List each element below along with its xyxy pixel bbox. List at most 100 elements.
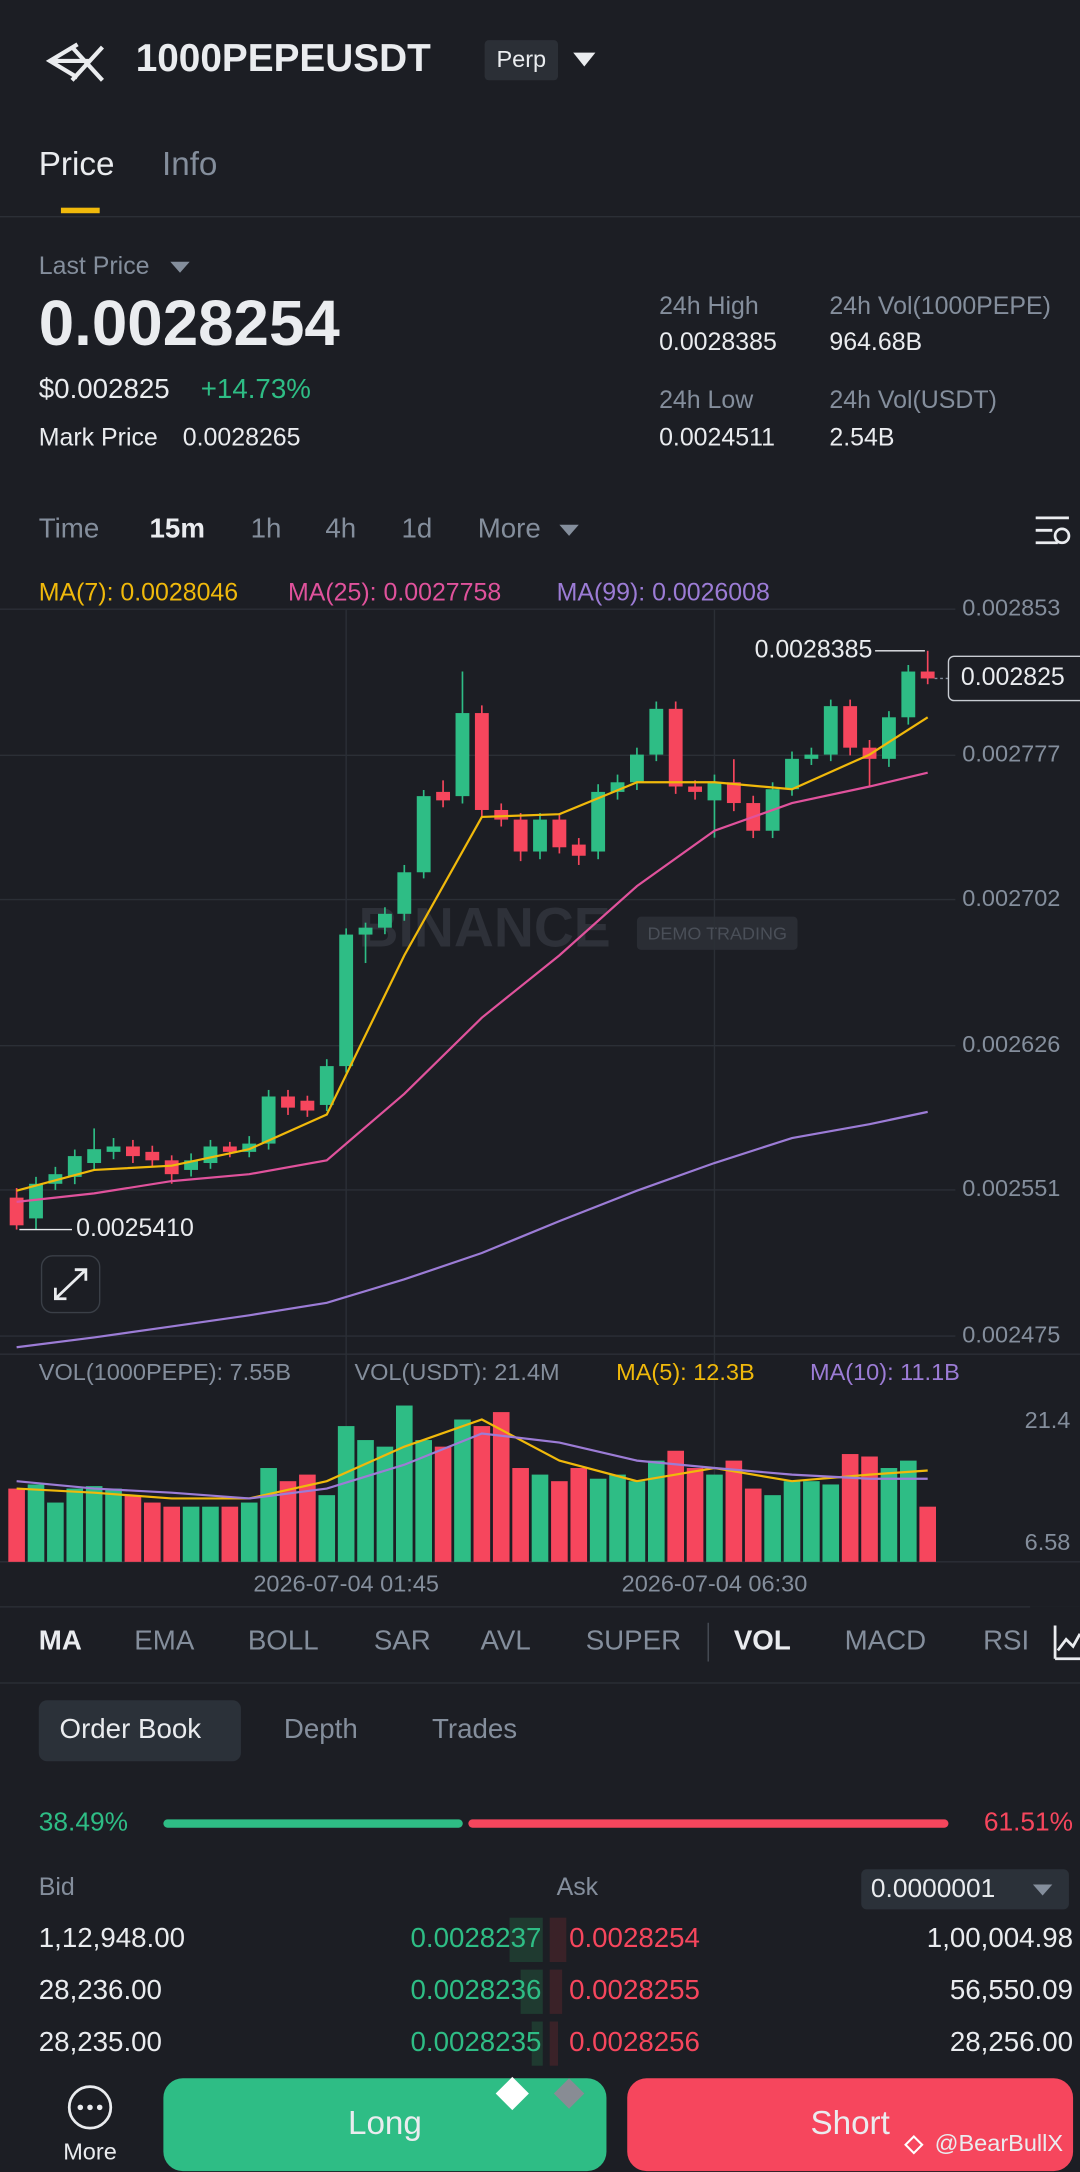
candle-body	[242, 1143, 257, 1152]
chart-settings[interactable]	[1035, 516, 1071, 545]
expand-icon	[54, 1268, 88, 1301]
volume-bar	[396, 1405, 413, 1562]
back-icon	[45, 42, 104, 82]
more-button[interactable]: More	[63, 2085, 117, 2165]
volume-ma-legend: MA(10): 11.1B	[810, 1359, 960, 1385]
last-price-label[interactable]: Last Price	[39, 252, 150, 280]
interval[interactable]: Time	[39, 513, 100, 544]
long-button[interactable]: Long	[163, 2078, 607, 2172]
candle-body	[920, 671, 935, 679]
bid-header: Bid	[39, 1873, 75, 1901]
candle-body	[9, 1197, 24, 1226]
more-icon	[77, 2104, 84, 2111]
candle-body	[707, 782, 722, 801]
ratio-bar	[163, 1819, 949, 1828]
volume-bar	[221, 1506, 239, 1562]
volume-bar	[337, 1426, 355, 1562]
x-tick-label: 2026-07-04 06:30	[622, 1571, 808, 1597]
watermark: DEMO TRADING	[647, 923, 787, 943]
dropdown-icon	[170, 261, 190, 273]
volume-bar	[725, 1460, 743, 1562]
candle-body	[164, 1160, 179, 1175]
bid-price: 0.0028237	[410, 1922, 541, 1953]
volume-tick-label: 6.58	[1025, 1529, 1071, 1555]
perp-badge: Perp	[496, 46, 546, 72]
back-button[interactable]	[45, 42, 104, 82]
candle-body	[823, 706, 838, 755]
volume-bar	[260, 1468, 277, 1562]
interval[interactable]: 15m	[150, 513, 205, 544]
volume-bar	[357, 1440, 374, 1562]
interval[interactable]: 1h	[251, 513, 282, 544]
candle-body	[145, 1151, 160, 1161]
candle-body	[881, 717, 896, 759]
drawing-icon[interactable]	[1053, 1625, 1080, 1661]
indicator-tab[interactable]: AVL	[480, 1624, 530, 1655]
divider	[0, 1682, 1080, 1684]
last-price: 0.0028254	[39, 288, 341, 359]
ask-header: Ask	[557, 1873, 599, 1901]
ask-quantity: 1,00,004.98	[927, 1922, 1073, 1953]
orderbook-tab[interactable]: Depth	[284, 1713, 358, 1744]
candle-body	[591, 791, 606, 852]
volume-bar	[144, 1502, 161, 1562]
volume-bar	[8, 1488, 25, 1562]
volume-bar	[609, 1474, 626, 1562]
ma-legend: MA(7): 0.0028046	[39, 579, 238, 607]
y-tick-label: 0.002702	[962, 885, 1060, 911]
indicator-tab[interactable]: RSI	[983, 1624, 1029, 1655]
short-button[interactable]: Short	[627, 2078, 1074, 2172]
volume-bar	[66, 1488, 84, 1562]
orderbook-tab[interactable]: Order Book	[60, 1713, 202, 1744]
expand-button[interactable]	[40, 1255, 101, 1314]
precision-bg[interactable]	[861, 1869, 1069, 1910]
volume-bar	[822, 1484, 840, 1562]
depth-bar	[549, 1917, 567, 1962]
indicator-tab[interactable]: MACD	[845, 1624, 927, 1655]
orderbook-tab[interactable]: Trades	[432, 1713, 517, 1744]
high-label: 0.0028385	[755, 635, 873, 663]
ma-legend: MA(25): 0.0027758	[288, 579, 501, 607]
depth-bar	[549, 2021, 558, 2066]
short-bg	[627, 2078, 1074, 2172]
tab[interactable]: Price	[39, 146, 115, 183]
candle-body	[48, 1174, 63, 1184]
candle-body	[339, 934, 354, 1067]
candle-body	[843, 706, 858, 748]
indicator-tab[interactable]: MA	[39, 1624, 82, 1655]
volume-bar	[628, 1481, 646, 1562]
ma-line	[16, 1418, 928, 1500]
interval[interactable]: More	[478, 513, 541, 544]
ask-ratio-bar	[468, 1819, 949, 1828]
indicator-tab[interactable]: EMA	[134, 1624, 195, 1655]
mark-price-label: Mark Price	[39, 424, 158, 452]
ma-legend: MA(99): 0.0026008	[557, 579, 770, 607]
volume-bar	[85, 1486, 103, 1562]
interval[interactable]: 4h	[325, 513, 356, 544]
candle-body	[261, 1096, 276, 1144]
x-tick-label: 2026-07-04 01:45	[253, 1571, 439, 1597]
candle-body	[378, 913, 392, 928]
stat-label: 24h High	[659, 292, 759, 320]
divider	[0, 215, 1080, 218]
candle-body	[397, 872, 412, 914]
indicator-tabs: MA EMA BOLL SAR AVL SUPER VOL MACD RSI	[39, 1624, 1029, 1655]
usd-price: $0.002825	[39, 373, 170, 404]
tab[interactable]: Info	[162, 146, 217, 183]
candle-body	[494, 809, 509, 820]
volume-bar	[589, 1478, 607, 1562]
indicator-tab[interactable]: SAR	[374, 1624, 431, 1655]
stat-value: 0.0024511	[659, 424, 775, 452]
symbol-dropdown[interactable]	[573, 52, 596, 67]
indicator-tab[interactable]: VOL	[734, 1624, 791, 1655]
candle-body	[804, 754, 819, 759]
settings-icon	[1035, 516, 1069, 545]
indicator-tab[interactable]: SUPER	[586, 1624, 681, 1655]
tab-indicator	[60, 207, 100, 214]
volume-bar	[473, 1426, 491, 1562]
bid-ratio: 38.49%	[39, 1806, 128, 1836]
bid-ratio-bar	[163, 1819, 463, 1828]
interval[interactable]: 1d	[402, 513, 433, 544]
indicator-tab[interactable]: BOLL	[248, 1624, 319, 1655]
short-label: Short	[810, 2105, 889, 2142]
